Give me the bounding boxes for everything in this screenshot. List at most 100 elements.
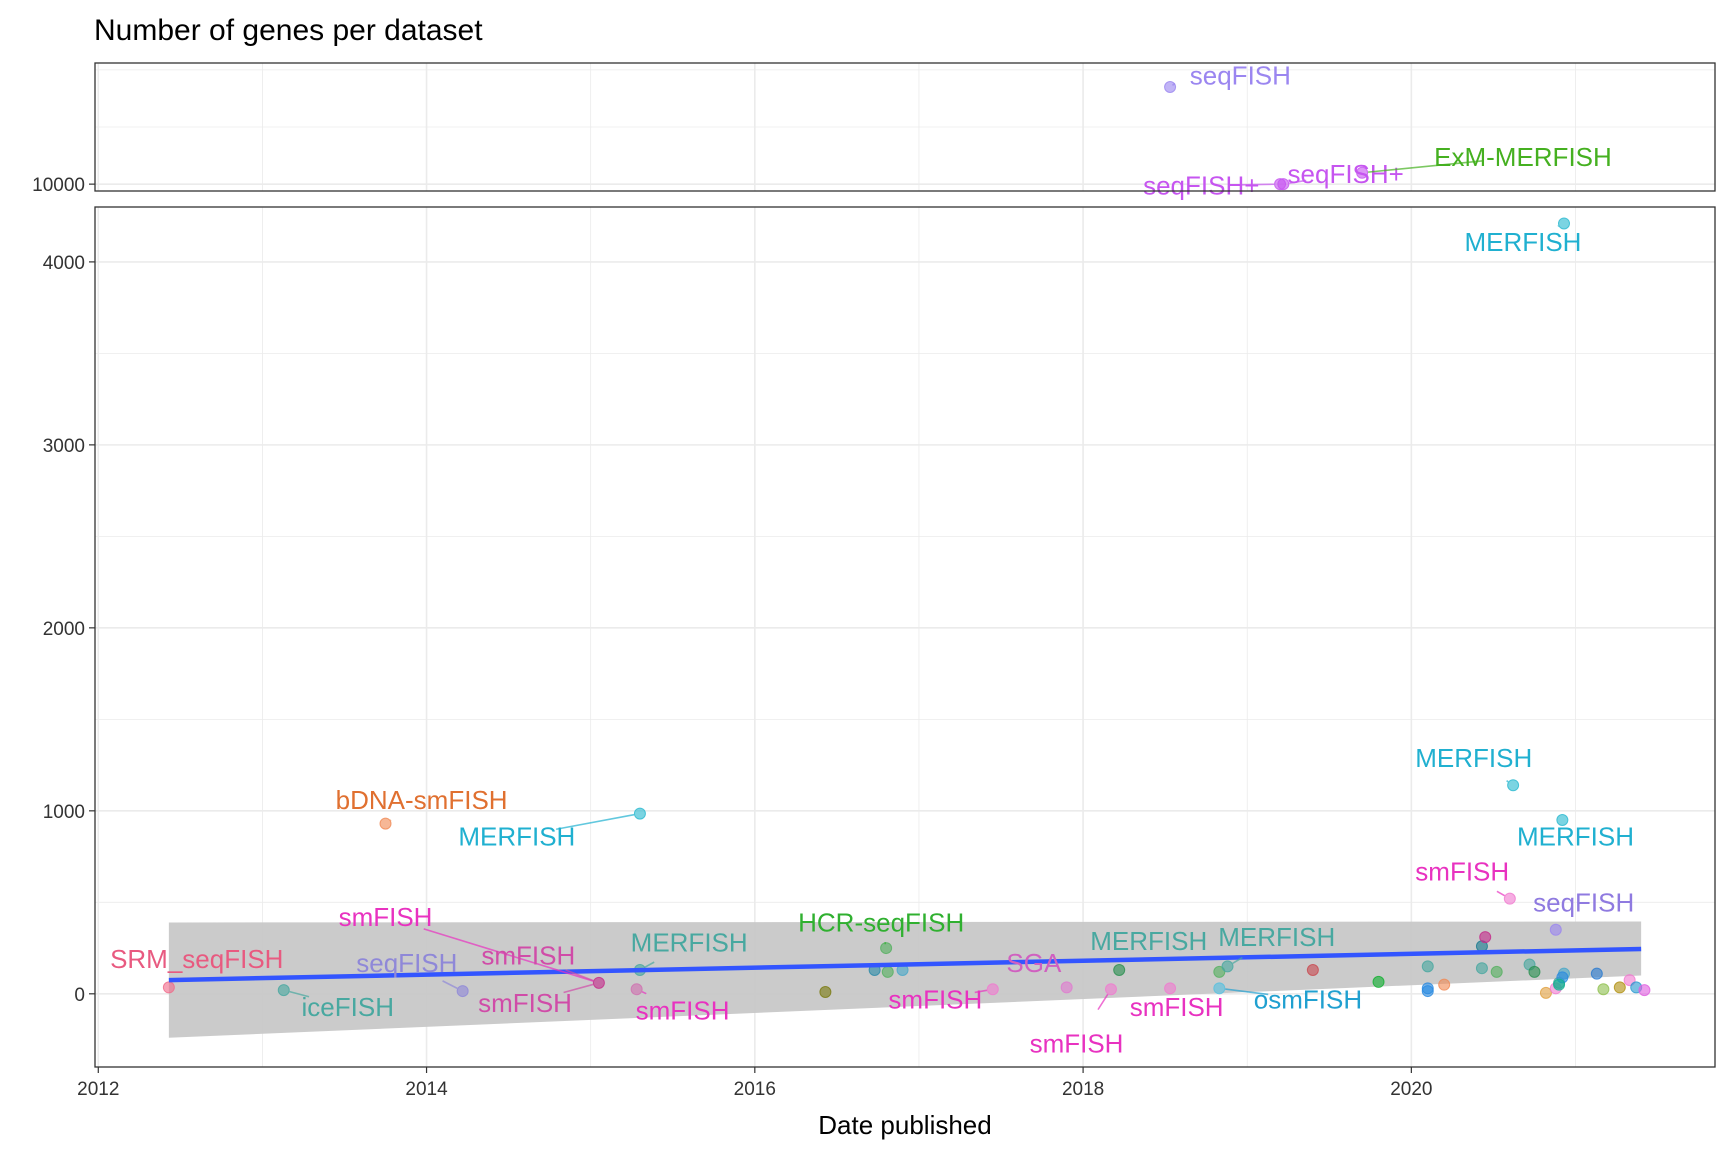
data-point [162,981,175,994]
data-point [1164,81,1177,93]
x-tick-label: 2018 [1062,1079,1104,1100]
data-point [379,817,392,830]
y-tick-label: 4000 [43,253,85,274]
data-point [1539,986,1552,999]
data-point [592,976,605,989]
data-point [1507,779,1520,792]
data-point [1213,965,1226,978]
point-label: osmFISH [1254,984,1362,1014]
point-label: MERFISH [458,822,575,852]
data-point [1638,984,1651,997]
data-point [1556,813,1569,826]
data-point [1306,964,1319,977]
upper-panel-grid [95,63,1715,191]
upper-panel-border [94,62,1716,192]
data-point [1475,962,1488,975]
upper-panel-marks: seqFISH seqFISH+ seqFISH+ ExM-MERFISH [1143,61,1612,201]
data-point [1597,983,1610,996]
point-label: smFISH [1130,992,1224,1022]
trend-line [168,946,1642,983]
label-leader-line [1241,183,1275,186]
point-label: bDNA-smFISH [336,785,508,815]
y-tick-label: 1000 [43,802,85,823]
label-leader-line [565,969,594,982]
data-point [1213,982,1226,995]
data-point [277,984,290,997]
point-label: smFISH [481,941,575,971]
x-tick-label: 2012 [77,1079,119,1100]
label-leader-line [1097,993,1109,1011]
data-point [1549,923,1562,936]
data-point [881,965,894,978]
data-point [1421,960,1434,973]
x-tick-label: 2014 [405,1079,448,1100]
point-label: smFISH [1415,856,1509,886]
point-label: smFISH [1030,1028,1124,1058]
data-point [1277,178,1290,191]
data-point [456,985,469,998]
data-point [1438,978,1451,991]
label-leader-line [289,990,310,998]
lower-panel-y-ticks: 0 1000 2000 3000 4000 [43,253,95,1006]
x-tick-label: 2020 [1390,1079,1432,1100]
y-tick-label: 3000 [43,436,85,457]
point-label: smFISH [478,988,572,1018]
data-point [1553,978,1566,991]
label-leader-line [1289,179,1307,184]
data-point [1613,981,1626,994]
point-label: MERFISH [1464,227,1581,257]
upper-panel-y-ticks: 10000 [32,175,95,196]
x-axis: 2012 2014 2016 2018 2020 [77,1067,1432,1100]
point-label: SGA [1006,948,1062,978]
label-leader-line [974,989,988,994]
y-tick-label: 0 [74,985,85,1006]
point-label: seqFISH [1533,887,1634,917]
data-point [1221,960,1234,973]
point-label: iceFISH [302,992,394,1022]
data-point [1421,985,1434,998]
data-point [1528,965,1541,978]
data-point [1164,982,1177,995]
data-point [1490,965,1503,978]
point-label: ExM-MERFISH [1434,142,1612,172]
data-point [1113,964,1126,977]
label-leader-line [442,980,458,990]
data-point [1372,975,1385,988]
label-leader-line [641,991,647,995]
x-tick-label: 2016 [734,1079,776,1100]
chart-title: Number of genes per dataset [94,14,483,47]
data-point [880,942,893,955]
point-label: MERFISH [1218,922,1335,952]
data-point [1060,981,1073,994]
lower-panel-border [94,206,1716,1068]
point-label: MERFISH [1517,822,1634,852]
data-point [1104,983,1117,996]
label-leader-line [1496,890,1506,897]
point-label: smFISH [888,984,982,1014]
point-label: MERFISH [631,928,748,958]
lower-panel: 0 1000 2000 3000 4000 MERFISH SRM_seqFISH iceF… [43,206,1716,1068]
data-point [1590,967,1603,980]
lower-panel-marks: MERFISH SRM_seqFISH iceFISH bDNA-smFISH seqF… [110,217,1651,1058]
point-label: seqFISH [1190,61,1291,91]
confidence-band [168,921,1642,1038]
confidence-band-area [168,921,1642,1038]
point-label: seqFISH+ [1143,170,1259,200]
data-point [1479,931,1492,944]
label-leader-line [555,813,635,831]
point-label: HCR-seqFISH [798,908,964,938]
data-point [1557,217,1570,230]
data-point [986,983,999,996]
point-label: smFISH [339,902,433,932]
data-point [819,985,832,998]
data-point [1356,166,1369,179]
y-tick-label: 10000 [32,175,85,196]
upper-panel: 10000 seqFISH seqFISH+ seqFISH+ ExM-MERFISH [32,61,1716,201]
label-leader-line [1368,159,1484,173]
label-leader-line [1225,988,1269,996]
y-tick-label: 2000 [43,619,85,640]
label-leader-line [563,983,594,994]
point-label: SRM_seqFISH [110,944,283,974]
data-point [633,807,646,820]
